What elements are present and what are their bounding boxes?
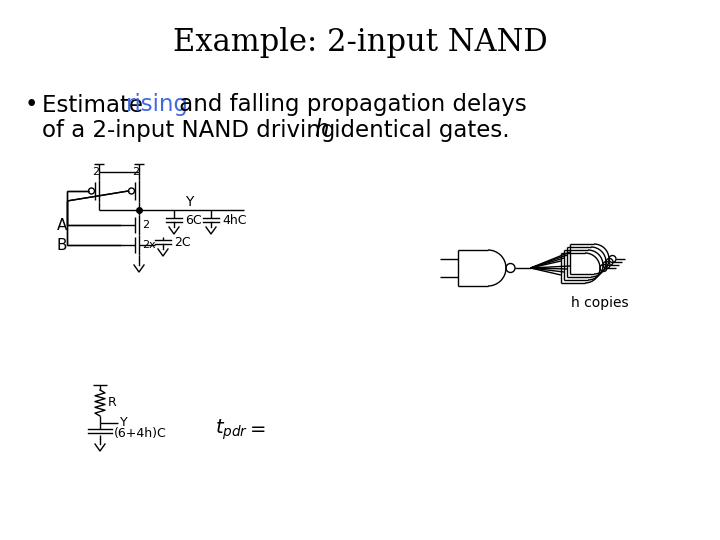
Text: 2: 2 xyxy=(142,220,149,230)
Text: 6C: 6C xyxy=(185,213,202,226)
Text: h copies: h copies xyxy=(571,296,629,310)
Text: of a 2-input NAND driving: of a 2-input NAND driving xyxy=(42,118,343,141)
Text: •: • xyxy=(25,93,38,117)
Text: Y: Y xyxy=(185,195,193,209)
Text: 2: 2 xyxy=(132,167,140,177)
Text: 4hC: 4hC xyxy=(222,213,246,226)
Text: and falling propagation delays: and falling propagation delays xyxy=(172,93,527,117)
Text: identical gates.: identical gates. xyxy=(327,118,510,141)
Text: 2C: 2C xyxy=(174,235,191,248)
Text: R: R xyxy=(108,396,117,409)
Text: Example: 2-input NAND: Example: 2-input NAND xyxy=(173,26,547,57)
Text: B: B xyxy=(57,238,68,253)
Text: Y: Y xyxy=(120,416,127,429)
Text: Estimate: Estimate xyxy=(42,93,150,117)
Text: =: = xyxy=(250,421,266,440)
Text: (6+4h)C: (6+4h)C xyxy=(114,427,167,440)
Text: 2: 2 xyxy=(92,167,99,177)
Text: 2: 2 xyxy=(142,240,149,250)
Text: h: h xyxy=(314,118,328,141)
Text: $t_{pdr}$: $t_{pdr}$ xyxy=(215,418,248,442)
Text: A: A xyxy=(57,218,68,233)
Text: rising: rising xyxy=(126,93,189,117)
Text: x: x xyxy=(149,240,156,250)
